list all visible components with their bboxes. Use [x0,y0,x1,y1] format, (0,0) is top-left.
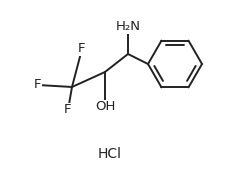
Text: F: F [34,78,42,92]
Text: H₂N: H₂N [115,21,140,33]
Text: F: F [64,104,71,116]
Text: F: F [78,43,85,56]
Text: HCl: HCl [97,147,122,161]
Text: OH: OH [94,100,115,114]
